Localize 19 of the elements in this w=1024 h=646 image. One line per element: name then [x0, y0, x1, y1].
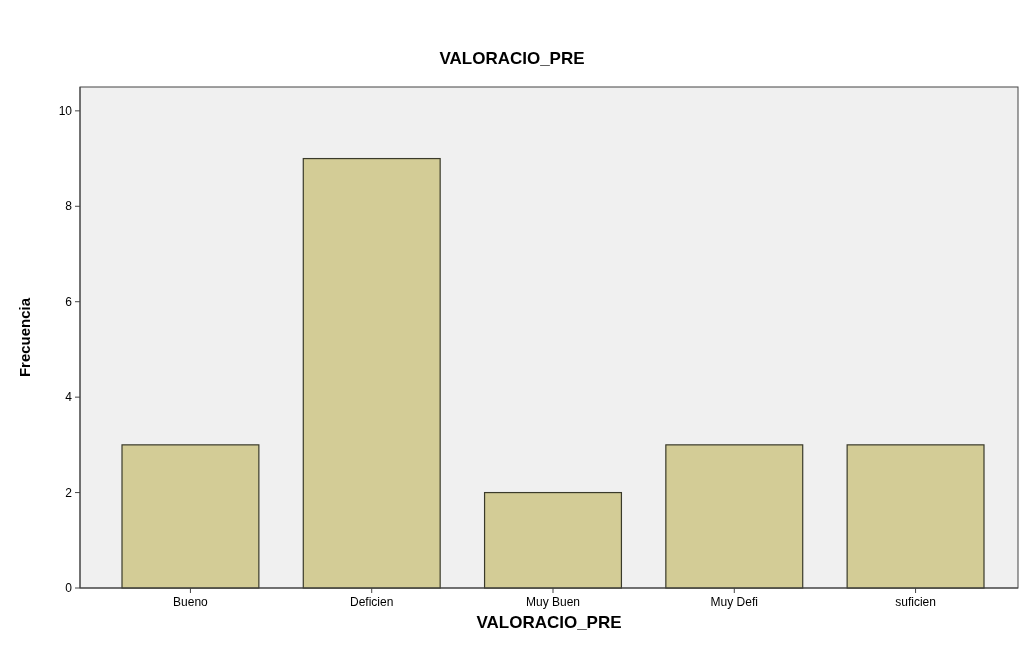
y-tick-label: 2 [65, 485, 73, 500]
y-axis-title: Frecuencia [16, 297, 33, 378]
x-tick-label: suficien [895, 595, 936, 609]
bar [483, 491, 623, 589]
x-tick-label: Muy Buen [525, 595, 581, 609]
chart-title: VALORACIO_PRE [439, 49, 585, 68]
bar [846, 444, 985, 589]
bar [665, 444, 804, 589]
x-axis-title: VALORACIO_PRE [476, 613, 622, 632]
y-tick-label: 4 [65, 390, 73, 405]
x-tick-label: Bueno [173, 595, 209, 609]
bar [302, 157, 441, 589]
bar [121, 444, 260, 589]
y-tick-label: 6 [65, 294, 73, 309]
y-tick-label: 0 [65, 581, 73, 596]
x-tick-label: Muy Defi [710, 595, 758, 609]
x-tick-label: Deficien [350, 595, 394, 609]
y-tick-label: 8 [65, 199, 73, 214]
y-tick-label: 10 [58, 104, 73, 119]
